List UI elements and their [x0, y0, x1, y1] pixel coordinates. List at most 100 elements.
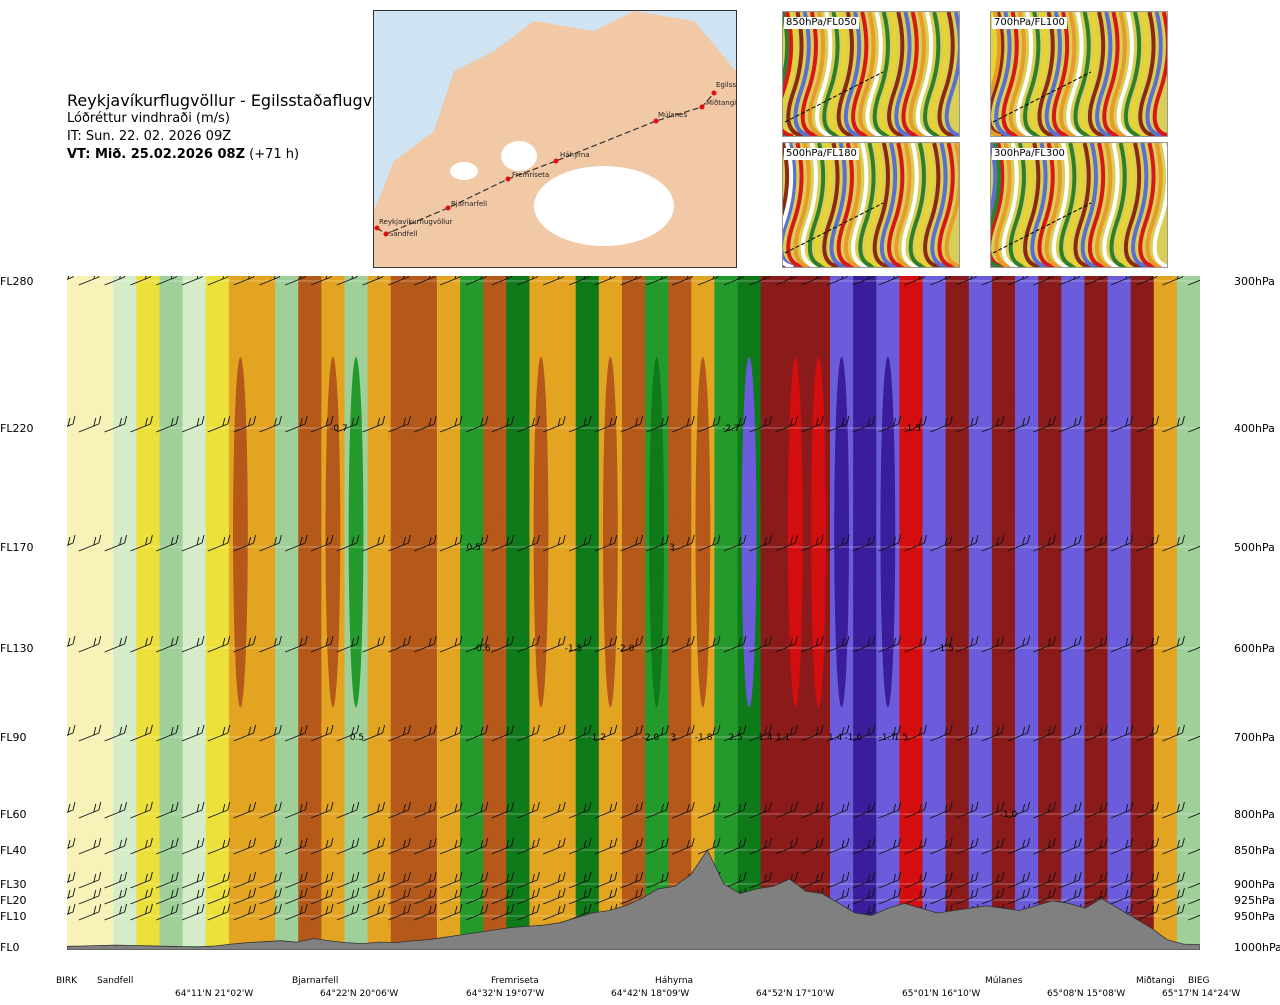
- thumbnail-streak: [1037, 143, 1056, 267]
- wind-barb: [697, 534, 721, 552]
- thumbnail-streak: [994, 143, 1012, 267]
- thumbnail-streak: [1145, 143, 1164, 267]
- wind-barb: [672, 415, 695, 433]
- velocity-core: [949, 356, 965, 708]
- thumbnail-500hpa[interactable]: 500hPa/FL180: [782, 142, 960, 268]
- wind-barb: [1188, 279, 1200, 286]
- wind-barb: [981, 415, 1005, 433]
- wind-barb: [646, 801, 669, 819]
- wind-barb: [1084, 534, 1108, 552]
- wind-barb: [1136, 635, 1160, 653]
- map-waypoint-label: Bjarnarfell: [451, 200, 487, 208]
- velocity-core: [1111, 356, 1127, 708]
- wind-barb: [852, 534, 876, 552]
- thumbnail-streak: [991, 143, 1002, 267]
- thumbnail-850hpa-label: 850hPa/FL050: [784, 17, 859, 29]
- velocity-core: [348, 356, 364, 708]
- velocity-core: [811, 356, 826, 708]
- velocity-band-fill: [67, 276, 91, 950]
- wind-barb: [310, 534, 334, 552]
- velocity-band-fill: [275, 276, 299, 950]
- wind-barb: [775, 837, 798, 855]
- wind-barb: [1084, 635, 1108, 653]
- velocity-core: [972, 356, 988, 708]
- wind-barb: [207, 276, 229, 286]
- wind-barb: [156, 534, 179, 552]
- wind-barb: [801, 724, 824, 742]
- wind-barb: [310, 635, 334, 653]
- wind-barb: [543, 903, 566, 921]
- thumbnail-streak: [815, 143, 833, 267]
- wind-barb: [749, 415, 773, 433]
- wind-barb: [955, 871, 979, 889]
- wind-barb: [259, 635, 282, 653]
- thumbnail-streak: [894, 12, 912, 136]
- thumbnail-streak: [783, 143, 790, 267]
- wind-barb: [852, 887, 876, 905]
- waypoint-label: Fremriseta: [491, 976, 539, 986]
- wind-barb: [1007, 801, 1031, 819]
- thumbnail-streak: [994, 12, 1012, 136]
- wind-barb: [594, 534, 618, 552]
- thumbnail-streak: [944, 143, 959, 267]
- wind-barb: [1136, 887, 1160, 905]
- wind-barb: [181, 887, 205, 905]
- thumbnail-streak: [1066, 12, 1084, 136]
- wind-barb: [826, 724, 850, 742]
- data-label: -1.4: [755, 733, 773, 743]
- pressure-label: 900hPa: [1234, 878, 1275, 891]
- wind-barb: [1059, 801, 1082, 819]
- pressure-label: 800hPa: [1234, 808, 1275, 821]
- thumbnail-850hpa[interactable]: 850hPa/FL050: [782, 11, 960, 137]
- thumbnail-streak: [1102, 143, 1120, 267]
- velocity-band: [251, 276, 276, 950]
- waypoint-label: Háhyrna: [655, 976, 694, 986]
- wind-barb: [801, 871, 824, 889]
- wind-barb: [1033, 415, 1056, 433]
- wind-barb: [310, 415, 334, 433]
- pressure-label: 500hPa: [1234, 541, 1275, 554]
- thumbnail-streak: [1095, 12, 1113, 136]
- thumbnail-streak: [786, 12, 804, 136]
- wind-barb: [1059, 724, 1082, 742]
- thumbnail-700hpa[interactable]: 700hPa/FL100: [990, 11, 1168, 137]
- wind-barb: [207, 415, 231, 433]
- velocity-band: [621, 276, 646, 950]
- wind-barb: [568, 534, 592, 552]
- wind-barb: [67, 534, 76, 546]
- map-waypoint: [553, 158, 559, 164]
- velocity-core: [556, 356, 572, 708]
- wind-barb: [310, 801, 334, 819]
- wind-barb: [826, 276, 848, 286]
- thumbnail-streak: [991, 143, 1005, 267]
- velocity-band: [1107, 276, 1132, 950]
- wind-barb: [878, 724, 902, 742]
- wind-barb: [775, 534, 798, 552]
- wind-barb: [955, 534, 979, 552]
- velocity-band: [668, 276, 692, 950]
- thumbnail-700hpa-label: 700hPa/FL100: [992, 17, 1067, 29]
- map-waypoint: [445, 205, 451, 211]
- wind-barb: [1162, 801, 1185, 819]
- wind-barb: [414, 724, 437, 742]
- wind-barb: [207, 534, 231, 552]
- wind-barb: [1188, 812, 1200, 819]
- wind-barb: [207, 635, 231, 653]
- thumbnail-streak: [858, 12, 876, 136]
- thumbnail-700hpa-image: [991, 12, 1167, 136]
- wind-barb: [878, 534, 902, 552]
- data-label: -1.6: [845, 733, 863, 743]
- wind-barb: [465, 276, 487, 286]
- velocity-core: [926, 356, 942, 708]
- wind-barb: [904, 887, 927, 905]
- velocity-core: [1042, 356, 1058, 708]
- velocity-band: [159, 276, 184, 950]
- thumbnail-streak: [1109, 143, 1128, 267]
- thumbnail-300hpa[interactable]: 300hPa/FL300: [990, 142, 1168, 268]
- wind-barb: [233, 871, 257, 889]
- wind-barb: [904, 837, 927, 855]
- wind-barb: [130, 635, 153, 653]
- wind-barb: [491, 635, 515, 653]
- velocity-core: [764, 356, 780, 708]
- wind-barb: [749, 837, 773, 855]
